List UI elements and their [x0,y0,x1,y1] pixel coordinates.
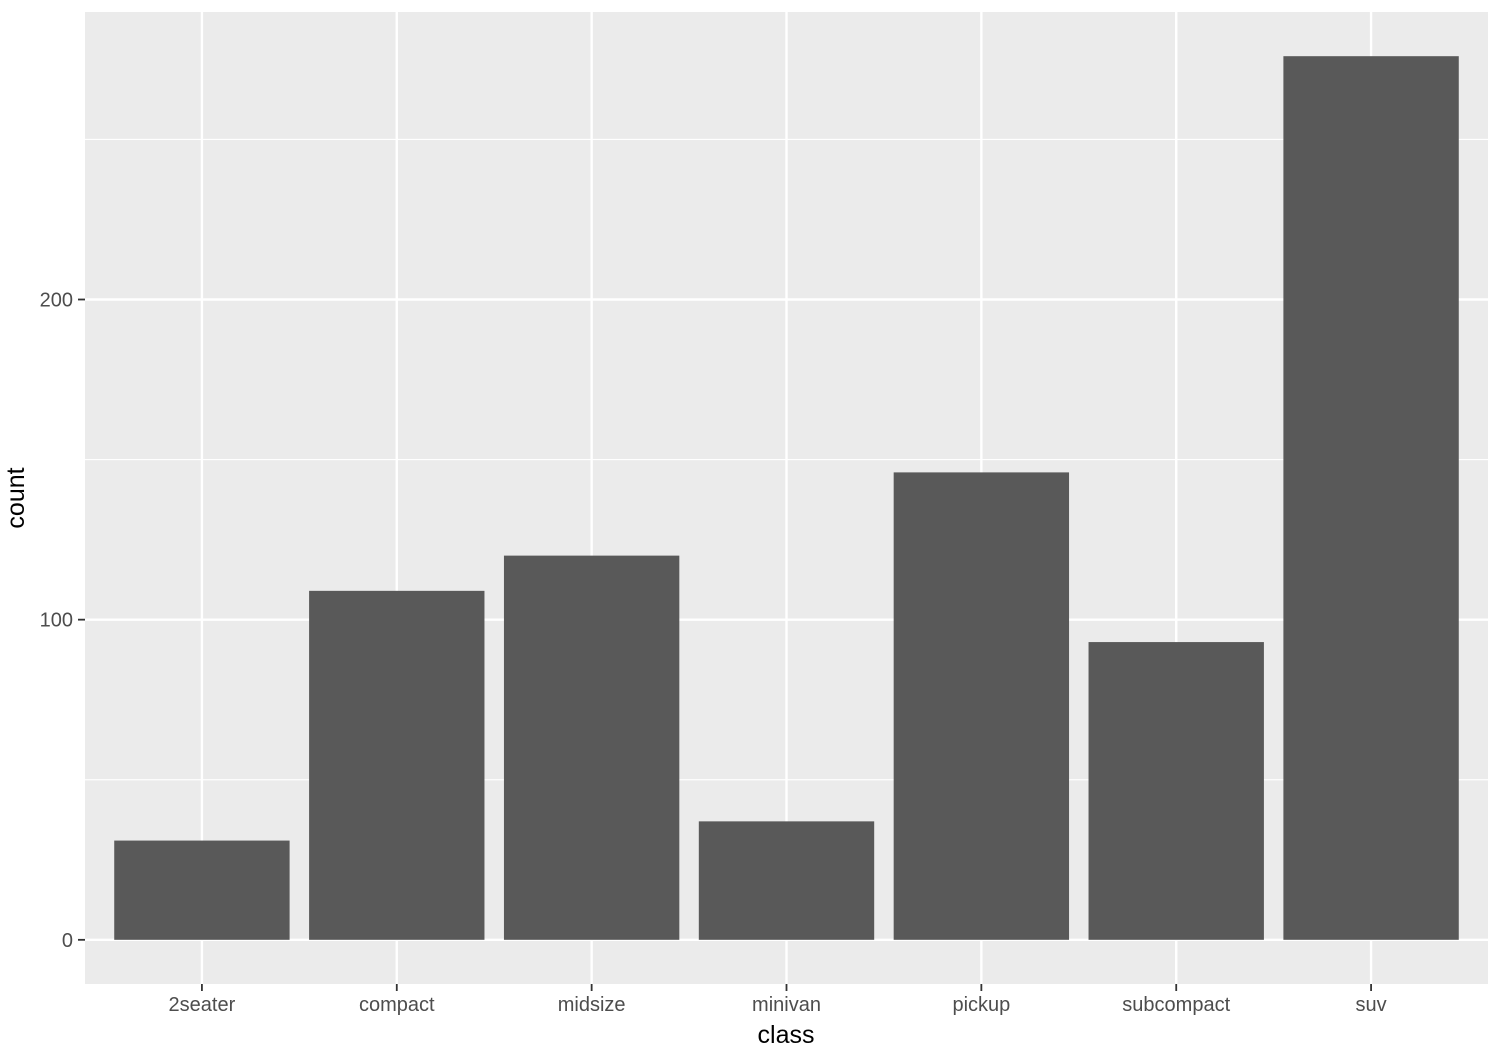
x-tick-label-pickup: pickup [952,994,1010,1016]
bar-compact [309,590,485,940]
bar-2seater [114,840,290,940]
bar-midsize [503,555,680,940]
y-axis-title: count [2,467,30,528]
y-axis: 0 100 200 [40,290,85,952]
y-tick-label: 0 [62,930,73,952]
x-tick-label-minivan: minivan [752,994,821,1016]
bar-pickup [893,472,1070,940]
y-tick-label: 100 [40,610,73,632]
x-tick-label-midsize: midsize [558,994,626,1016]
x-tick-label-compact: compact [359,994,435,1016]
y-tick-label: 200 [40,290,73,312]
x-tick-label-2seater: 2seater [169,994,236,1016]
bar-subcompact [1088,642,1264,940]
bar-minivan [698,821,875,940]
x-tick-label-suv: suv [1356,994,1387,1016]
x-tick-label-subcompact: subcompact [1122,994,1230,1016]
x-axis: 2seater compact midsize minivan pickup subcom… [169,984,1387,1016]
bar-suv [1283,56,1459,940]
bars [114,56,1459,940]
x-axis-title: class [758,1021,815,1049]
